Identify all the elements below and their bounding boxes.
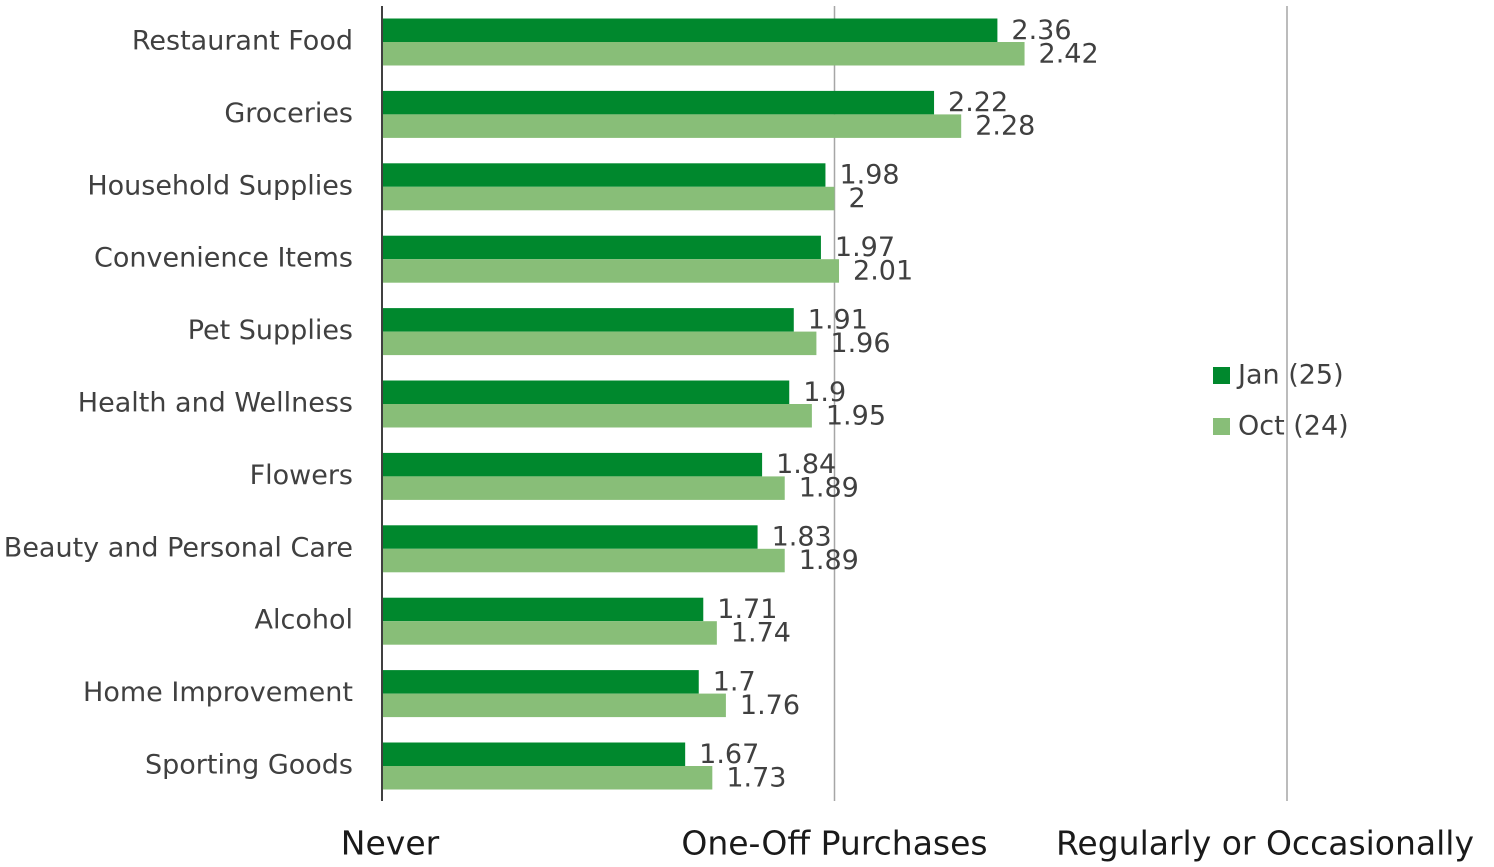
bar — [382, 693, 726, 718]
legend: Jan (25) Oct (24) — [1213, 360, 1349, 442]
legend-swatch — [1213, 418, 1230, 435]
bar — [382, 18, 998, 42]
x-tick-label: Regularly or Occasionally — [1056, 824, 1474, 863]
bar — [382, 476, 785, 500]
bar — [382, 742, 686, 766]
bar — [382, 308, 794, 332]
data-label: 1.9 — [803, 377, 846, 408]
data-labels: 2.362.42 2.222.28 1.982 1.972.01 1.911.96 1.9… — [699, 15, 1099, 794]
category-label: Beauty and Personal Care — [4, 532, 353, 563]
gridlines — [833, 6, 1288, 801]
bar — [382, 163, 826, 187]
category-label: Household Supplies — [87, 170, 353, 201]
data-label: 2.28 — [975, 111, 1035, 142]
bar — [382, 259, 840, 283]
data-label: 1.71 — [717, 594, 777, 625]
bar — [382, 621, 717, 645]
data-label: 1.97 — [835, 232, 895, 263]
category-label: Home Improvement — [83, 677, 353, 708]
bar — [382, 452, 763, 477]
bar — [382, 186, 835, 211]
bar — [382, 42, 1025, 66]
bar — [382, 404, 812, 428]
data-label: 1.98 — [839, 160, 899, 191]
bar — [382, 670, 699, 694]
bar — [382, 331, 817, 356]
legend-swatch — [1213, 367, 1230, 384]
bars — [382, 18, 1025, 790]
data-label: 2 — [849, 183, 866, 214]
bar — [382, 90, 935, 115]
category-labels: Restaurant Food Groceries Household Suppli… — [4, 26, 353, 781]
data-label: 1.74 — [731, 617, 791, 648]
data-label: 2.22 — [948, 87, 1008, 118]
data-label: 1.96 — [830, 328, 890, 359]
data-label: 1.84 — [776, 449, 836, 480]
data-label: 2.42 — [1039, 38, 1099, 69]
data-label: 1.89 — [799, 545, 859, 576]
data-label: 1.89 — [799, 473, 859, 504]
category-label: Alcohol — [255, 605, 353, 636]
category-label: Health and Wellness — [78, 388, 353, 419]
category-label: Sporting Goods — [145, 750, 353, 781]
data-label: 1.91 — [808, 304, 868, 335]
data-label: 1.83 — [772, 522, 832, 553]
data-label: 1.76 — [740, 690, 800, 721]
legend-label: Jan (25) — [1236, 360, 1344, 391]
category-label: Restaurant Food — [132, 26, 353, 57]
bar — [382, 548, 785, 573]
category-label: Flowers — [250, 460, 353, 491]
bar — [382, 525, 758, 549]
data-label: 1.7 — [713, 666, 756, 697]
legend-label: Oct (24) — [1238, 411, 1349, 442]
data-label: 1.73 — [726, 762, 786, 793]
x-tick-label: One-Off Purchases — [681, 824, 987, 863]
data-label: 2.01 — [853, 255, 913, 286]
category-label: Pet Supplies — [188, 315, 353, 346]
category-label: Groceries — [224, 98, 353, 129]
x-tick-label: Never — [341, 824, 440, 863]
bar — [382, 380, 790, 404]
bar — [382, 235, 821, 260]
x-axis-tick-labels: Never One-Off Purchases Regularly or Occas… — [341, 824, 1474, 863]
data-label: 1.95 — [826, 400, 886, 431]
data-label: 2.36 — [1011, 15, 1071, 46]
bar — [382, 114, 962, 138]
data-label: 1.67 — [699, 739, 759, 770]
bar — [382, 766, 713, 790]
bar — [382, 597, 704, 622]
category-label: Convenience Items — [94, 243, 353, 274]
